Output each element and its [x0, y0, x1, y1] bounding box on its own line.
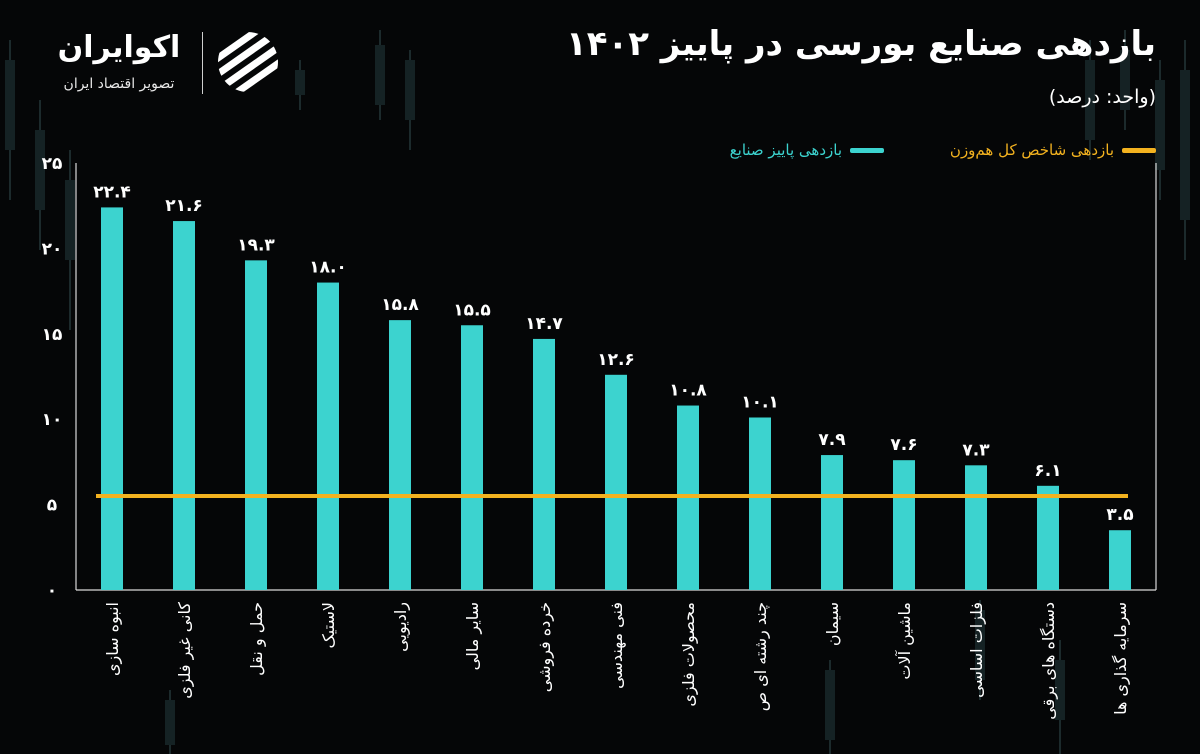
bar-data-label: ۱۲.۶	[597, 350, 635, 370]
bar	[605, 374, 627, 590]
brand-tagline: تصویر اقتصاد ایران	[63, 76, 175, 92]
bar	[965, 465, 987, 590]
bar	[893, 460, 915, 590]
bar	[245, 260, 267, 590]
stripes-circle-logo-icon	[218, 32, 278, 92]
bar	[317, 282, 339, 590]
bar	[389, 320, 411, 590]
bar-data-label: ۱۵.۸	[381, 295, 419, 315]
x-category-label: لاستیک	[319, 602, 338, 649]
x-category-label: خرده فروشی	[535, 602, 555, 692]
bar	[461, 325, 483, 590]
x-category-label: کانی غیر فلزی	[175, 602, 195, 699]
bar	[1109, 530, 1131, 590]
brand-name: اکوایران	[57, 30, 181, 65]
chart-title: بازدهی صنایع بورسی در پاییز ۱۴۰۲	[565, 24, 1156, 64]
x-category-label: انبوه سازی	[103, 602, 123, 676]
x-category-label: سایر مالی	[463, 602, 483, 670]
bar	[173, 221, 195, 590]
bar-data-label: ۳.۵	[1106, 505, 1133, 525]
bar-data-label: ۶.۱	[1034, 461, 1061, 481]
bar	[533, 338, 555, 590]
legend-swatch-index	[1122, 147, 1156, 153]
y-tick-label: ۰	[47, 581, 57, 601]
bar-data-label: ۷.۹	[818, 430, 846, 450]
x-category-label: چند رشته ای ص	[751, 602, 771, 711]
x-category-label: حمل و نقل	[247, 602, 267, 676]
bar-data-label: ۱۹.۳	[237, 235, 275, 255]
legend-item-index: بازدهی شاخص کل هم‌وزن	[950, 137, 1156, 163]
x-category-label: محصولات فلزی	[679, 602, 699, 707]
x-category-label: فنی مهندسی	[607, 602, 627, 689]
y-tick-label: ۲۰	[42, 239, 63, 259]
y-tick-label: ۱۰	[42, 410, 63, 430]
x-category-label: رادیویی	[391, 602, 411, 652]
x-category-label: سرمایه گذاری ها	[1111, 602, 1131, 715]
x-category-label: سیمان	[823, 602, 842, 646]
y-tick-label: ۵	[47, 496, 57, 516]
bar	[749, 417, 771, 590]
y-tick-label: ۱۵	[42, 325, 63, 345]
chart-unit: (واحد: درصد)	[1048, 86, 1156, 108]
legend-label-industry: بازدهی پاییز صنایع	[729, 141, 842, 159]
bar-data-label: ۱۸.۰	[309, 258, 347, 278]
bar	[821, 455, 843, 590]
bar	[1037, 485, 1059, 590]
bar-data-label: ۱۴.۷	[525, 314, 563, 334]
logo-divider	[202, 32, 203, 94]
y-tick-label: ۲۵	[42, 154, 63, 174]
bar-data-label: ۱۰.۱	[741, 392, 779, 412]
bar-data-label: ۱۵.۵	[453, 300, 491, 320]
bar	[101, 207, 123, 590]
x-category-label: فلزات اساسی	[967, 602, 987, 698]
bar-data-label: ۷.۶	[890, 435, 917, 455]
x-category-label: دستگاه های برقی	[1039, 602, 1059, 720]
bar-data-label: ۲۱.۶	[165, 196, 203, 216]
bar-data-label: ۱۰.۸	[669, 381, 707, 401]
brand-logo: اکوایران تصویر اقتصاد ایران	[44, 30, 284, 100]
bar-data-label: ۲۲.۴	[93, 182, 131, 202]
legend-swatch-industry	[850, 147, 884, 153]
x-category-label: ماشین آلات	[895, 602, 915, 680]
legend-label-index: بازدهی شاخص کل هم‌وزن	[949, 141, 1114, 159]
bar-data-label: ۷.۳	[962, 440, 990, 460]
legend-item-industry: بازدهی پاییز صنایع	[730, 137, 884, 163]
